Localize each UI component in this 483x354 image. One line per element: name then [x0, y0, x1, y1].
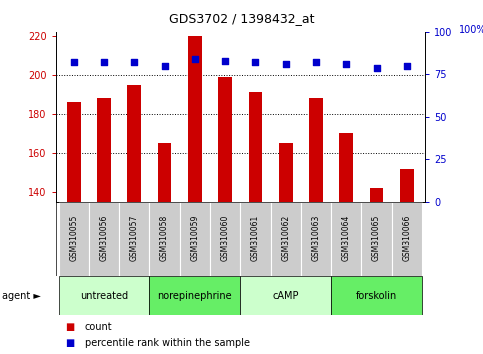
- Bar: [400, 169, 413, 354]
- Y-axis label: 100%: 100%: [459, 25, 483, 35]
- Bar: [58, 276, 149, 315]
- Text: ■: ■: [65, 338, 74, 348]
- Point: [282, 61, 290, 67]
- Text: GSM310063: GSM310063: [312, 214, 321, 261]
- Bar: [241, 202, 270, 276]
- Bar: [331, 276, 422, 315]
- Bar: [301, 202, 331, 276]
- Text: ■: ■: [65, 322, 74, 332]
- Text: GSM310066: GSM310066: [402, 214, 412, 261]
- Text: GDS3702 / 1398432_at: GDS3702 / 1398432_at: [169, 12, 314, 25]
- Bar: [149, 202, 180, 276]
- Text: count: count: [85, 322, 112, 332]
- Bar: [97, 98, 111, 354]
- Bar: [370, 188, 384, 354]
- Text: untreated: untreated: [80, 291, 128, 301]
- Bar: [89, 202, 119, 276]
- Point: [403, 63, 411, 69]
- Text: GSM310055: GSM310055: [69, 214, 78, 261]
- Text: cAMP: cAMP: [272, 291, 299, 301]
- Bar: [279, 143, 293, 354]
- Bar: [361, 202, 392, 276]
- Bar: [210, 202, 241, 276]
- Text: GSM310057: GSM310057: [130, 214, 139, 261]
- Text: GSM310060: GSM310060: [221, 214, 229, 261]
- Bar: [180, 202, 210, 276]
- Bar: [158, 143, 171, 354]
- Text: GSM310065: GSM310065: [372, 214, 381, 261]
- Point: [221, 58, 229, 64]
- Bar: [67, 102, 81, 354]
- Text: GSM310058: GSM310058: [160, 214, 169, 261]
- Bar: [249, 92, 262, 354]
- Point: [161, 63, 169, 69]
- Bar: [188, 36, 202, 354]
- Bar: [270, 202, 301, 276]
- Text: GSM310059: GSM310059: [190, 214, 199, 261]
- Point: [70, 59, 78, 65]
- Point: [130, 59, 138, 65]
- Bar: [149, 276, 241, 315]
- Text: GSM310064: GSM310064: [342, 214, 351, 261]
- Bar: [340, 133, 353, 354]
- Bar: [119, 202, 149, 276]
- Point: [252, 59, 259, 65]
- Point: [373, 65, 381, 70]
- Text: norepinephrine: norepinephrine: [157, 291, 232, 301]
- Bar: [58, 202, 89, 276]
- Point: [342, 61, 350, 67]
- Bar: [309, 98, 323, 354]
- Point: [312, 59, 320, 65]
- Text: GSM310056: GSM310056: [99, 214, 109, 261]
- Text: forskolin: forskolin: [356, 291, 397, 301]
- Text: agent ►: agent ►: [2, 291, 41, 301]
- Text: percentile rank within the sample: percentile rank within the sample: [85, 338, 250, 348]
- Bar: [331, 202, 361, 276]
- Point: [191, 56, 199, 62]
- Point: [100, 59, 108, 65]
- Text: GSM310061: GSM310061: [251, 214, 260, 261]
- Bar: [241, 276, 331, 315]
- Bar: [218, 77, 232, 354]
- Bar: [128, 85, 141, 354]
- Text: GSM310062: GSM310062: [281, 214, 290, 261]
- Bar: [392, 202, 422, 276]
